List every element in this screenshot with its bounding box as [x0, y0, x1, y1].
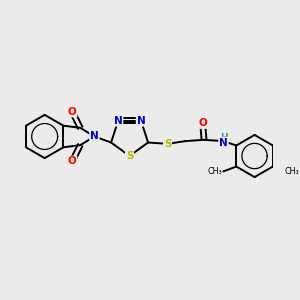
Text: CH₃: CH₃ [207, 167, 222, 176]
Text: N: N [219, 137, 228, 148]
Text: S: S [126, 151, 133, 161]
Text: N: N [114, 116, 122, 126]
Text: O: O [68, 156, 76, 166]
Text: N: N [136, 116, 146, 126]
Text: CH₃: CH₃ [285, 167, 300, 176]
Text: O: O [198, 118, 207, 128]
Text: S: S [164, 139, 171, 149]
Text: O: O [68, 106, 76, 117]
Text: N: N [90, 131, 99, 142]
Text: H: H [220, 133, 227, 142]
